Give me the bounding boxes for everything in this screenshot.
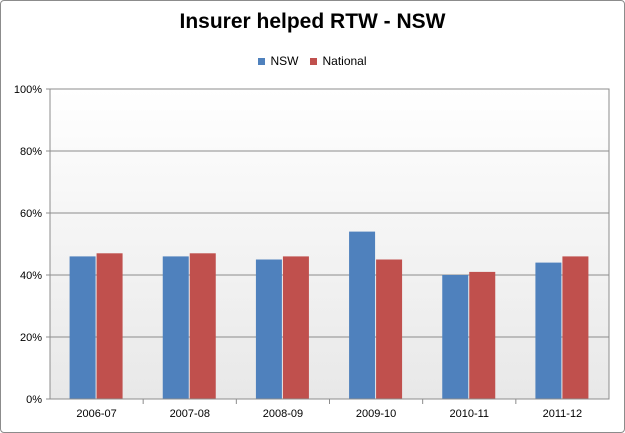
bar-national-2007-08 bbox=[189, 253, 216, 399]
bar-national-2010-11 bbox=[469, 271, 496, 399]
y-tick-label: 20% bbox=[20, 332, 42, 344]
bar-national-2011-12 bbox=[562, 256, 589, 399]
x-tick-label: 2006-07 bbox=[76, 408, 116, 420]
y-tick-label: 80% bbox=[20, 146, 42, 158]
bar-nsw-2007-08 bbox=[162, 256, 189, 399]
y-tick-label: 100% bbox=[14, 84, 42, 96]
legend-label-nsw: NSW bbox=[270, 54, 299, 68]
y-tick-label: 0% bbox=[26, 394, 42, 406]
bar-national-2008-09 bbox=[282, 256, 309, 399]
legend-swatch-nsw bbox=[258, 57, 266, 65]
legend-item-national: National bbox=[310, 54, 367, 68]
y-tick-label: 60% bbox=[20, 208, 42, 220]
x-tick-label: 2007-08 bbox=[170, 408, 210, 420]
plot-area bbox=[49, 88, 610, 400]
legend-item-nsw: NSW bbox=[258, 54, 298, 68]
bar-nsw-2010-11 bbox=[442, 275, 469, 399]
bar-national-2009-10 bbox=[376, 259, 403, 399]
bar-nsw-2009-10 bbox=[349, 231, 376, 399]
legend-label-national: National bbox=[322, 54, 367, 68]
x-tick-label: 2010-11 bbox=[449, 408, 489, 420]
legend-swatch-national bbox=[310, 57, 318, 65]
bar-nsw-2011-12 bbox=[535, 262, 562, 399]
bar-national-2006-07 bbox=[96, 253, 123, 399]
chart-legend: NSW National bbox=[0, 54, 625, 68]
x-tick-label: 2008-09 bbox=[263, 408, 303, 420]
x-tick-label: 2011-12 bbox=[543, 408, 583, 420]
chart-title: Insurer helped RTW - NSW bbox=[179, 10, 446, 33]
x-tick-label: 2009-10 bbox=[356, 408, 396, 420]
bar-nsw-2008-09 bbox=[255, 259, 282, 399]
y-tick-label: 40% bbox=[20, 270, 42, 282]
bar-nsw-2006-07 bbox=[69, 256, 96, 399]
